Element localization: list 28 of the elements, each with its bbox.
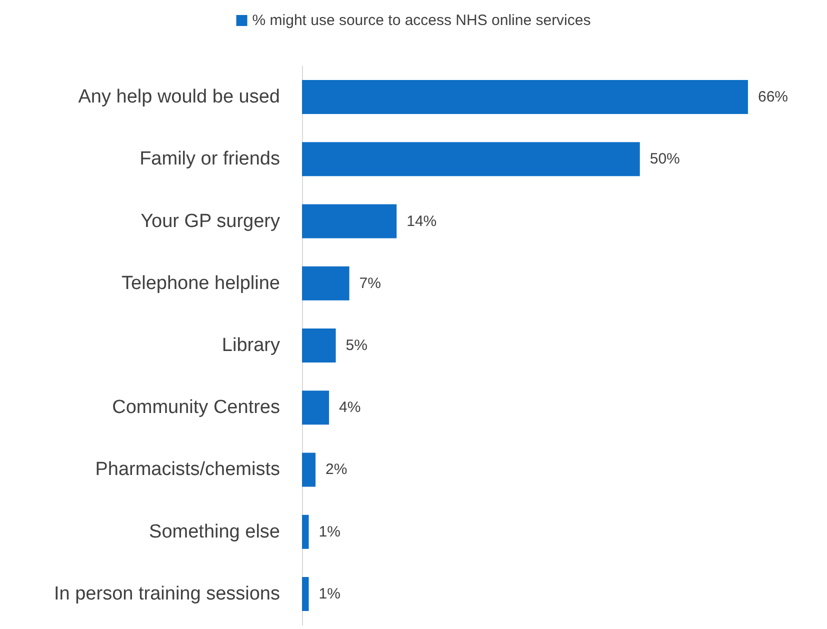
data-label: 1%	[318, 523, 340, 540]
legend-label: % might use source to access NHS online services	[252, 12, 591, 29]
y-tick-label: Any help would be used	[78, 86, 280, 108]
y-tick-label: Family or friends	[140, 148, 280, 170]
bar	[302, 204, 397, 238]
data-label: 2%	[326, 461, 348, 478]
bar	[302, 142, 640, 176]
y-tick-label: Telephone helpline	[122, 272, 280, 294]
bar	[302, 514, 309, 549]
y-tick-label: Community Centres	[112, 397, 280, 418]
y-tick-label: Your GP surgery	[140, 210, 280, 232]
data-label: 1%	[318, 585, 340, 602]
bar	[302, 80, 748, 114]
bar	[302, 328, 336, 362]
y-tick-label: In person training sessions	[54, 583, 280, 604]
data-label: 4%	[339, 399, 361, 416]
bar	[302, 576, 309, 611]
data-label: 66%	[758, 88, 788, 106]
data-label: 14%	[406, 212, 437, 230]
y-tick-label: Something else	[149, 521, 280, 542]
y-tick-label: Library	[222, 335, 280, 356]
bar	[302, 390, 330, 425]
data-label: 5%	[346, 337, 368, 354]
data-label: 7%	[359, 274, 381, 292]
bar	[302, 266, 350, 300]
bar	[302, 452, 316, 487]
y-tick-label: Pharmacists/chemists	[95, 459, 280, 480]
data-label: 50%	[650, 150, 680, 168]
